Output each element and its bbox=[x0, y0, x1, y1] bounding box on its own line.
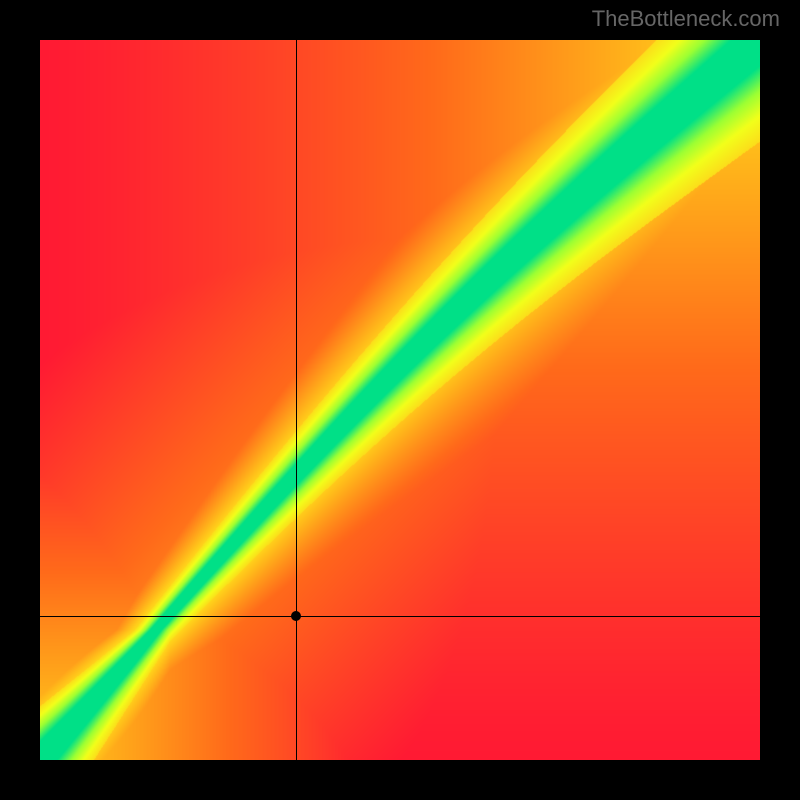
marker-dot bbox=[291, 611, 301, 621]
crosshair-vertical bbox=[296, 40, 297, 760]
watermark-text: TheBottleneck.com bbox=[592, 6, 780, 32]
crosshair-horizontal bbox=[40, 616, 760, 617]
chart-container: TheBottleneck.com bbox=[0, 0, 800, 800]
heatmap-canvas bbox=[40, 40, 760, 760]
chart-area bbox=[40, 40, 760, 760]
